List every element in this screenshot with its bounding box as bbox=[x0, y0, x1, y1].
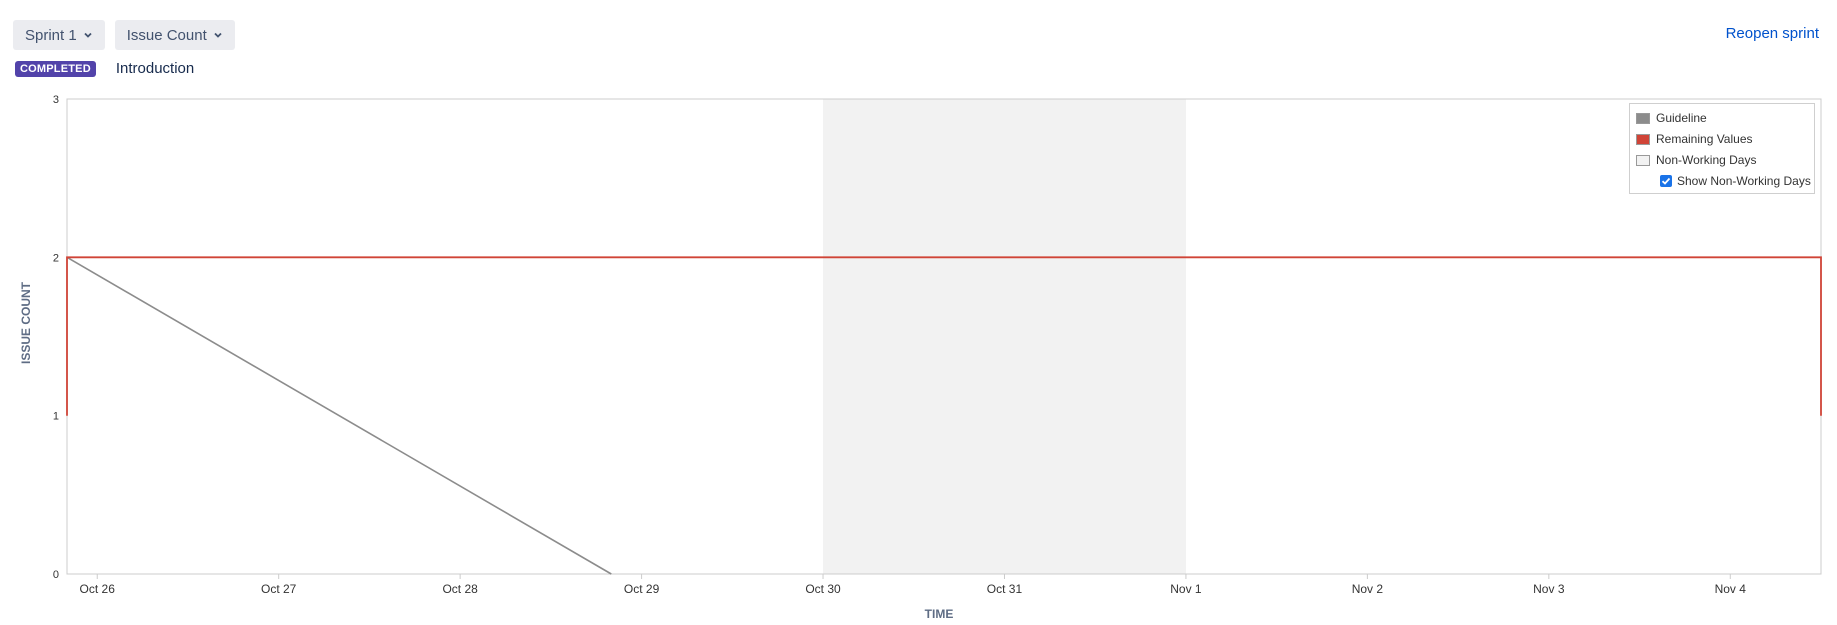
y-tick-label: 1 bbox=[53, 411, 59, 423]
show-non-working-toggle[interactable]: Show Non-Working Days bbox=[1660, 174, 1811, 188]
checkbox-icon[interactable] bbox=[1660, 175, 1672, 187]
legend-label-remaining: Remaining Values bbox=[1656, 132, 1753, 146]
y-axis-title: ISSUE COUNT bbox=[19, 281, 33, 364]
legend-item-remaining: Remaining Values bbox=[1636, 132, 1753, 146]
y-tick-label: 3 bbox=[53, 94, 59, 106]
x-tick-label: Oct 29 bbox=[624, 582, 660, 596]
x-tick-label: Nov 4 bbox=[1715, 582, 1747, 596]
guideline-series bbox=[66, 256, 612, 575]
x-tick-label: Oct 30 bbox=[805, 582, 841, 596]
non-working-band bbox=[823, 99, 1186, 574]
legend-swatch-guideline bbox=[1636, 112, 1650, 124]
x-tick-label: Oct 28 bbox=[442, 582, 478, 596]
x-tick-label: Oct 27 bbox=[261, 582, 297, 596]
legend-item-non-working: Non-Working Days bbox=[1636, 153, 1756, 167]
toolbar: Sprint 1 Issue Count bbox=[13, 20, 235, 50]
metric-dropdown[interactable]: Issue Count bbox=[114, 20, 235, 50]
x-axis-title: TIME bbox=[925, 607, 954, 621]
chart-legend: Guideline Remaining Values Non-Working D… bbox=[1629, 103, 1815, 194]
y-tick-label: 2 bbox=[53, 252, 59, 264]
legend-label-non-working: Non-Working Days bbox=[1656, 153, 1757, 167]
show-non-working-label: Show Non-Working Days bbox=[1677, 174, 1811, 188]
sprint-name: Introduction bbox=[115, 60, 195, 77]
remaining-values-series bbox=[66, 256, 1822, 416]
x-tick-label: Oct 31 bbox=[987, 582, 1023, 596]
legend-label-guideline: Guideline bbox=[1656, 111, 1707, 125]
legend-swatch-non-working bbox=[1636, 154, 1650, 166]
chevron-down-icon bbox=[214, 32, 222, 38]
y-tick-label: 0 bbox=[53, 569, 59, 581]
x-tick-label: Oct 26 bbox=[80, 582, 116, 596]
metric-dropdown-label: Issue Count bbox=[126, 26, 207, 44]
sprint-dropdown-label: Sprint 1 bbox=[25, 26, 77, 44]
legend-item-guideline: Guideline bbox=[1636, 111, 1707, 125]
x-tick-label: Nov 1 bbox=[1170, 582, 1202, 596]
x-tick-label: Nov 2 bbox=[1352, 582, 1384, 596]
sprint-info: COMPLETED Introduction bbox=[15, 60, 194, 77]
chevron-down-icon bbox=[84, 32, 92, 38]
status-badge: COMPLETED bbox=[15, 60, 96, 77]
legend-swatch-remaining bbox=[1636, 133, 1650, 145]
reopen-sprint-link[interactable]: Reopen sprint bbox=[1725, 25, 1819, 42]
sprint-dropdown[interactable]: Sprint 1 bbox=[13, 20, 105, 50]
x-tick-label: Nov 3 bbox=[1533, 582, 1565, 596]
checkmark-icon bbox=[1661, 177, 1671, 185]
